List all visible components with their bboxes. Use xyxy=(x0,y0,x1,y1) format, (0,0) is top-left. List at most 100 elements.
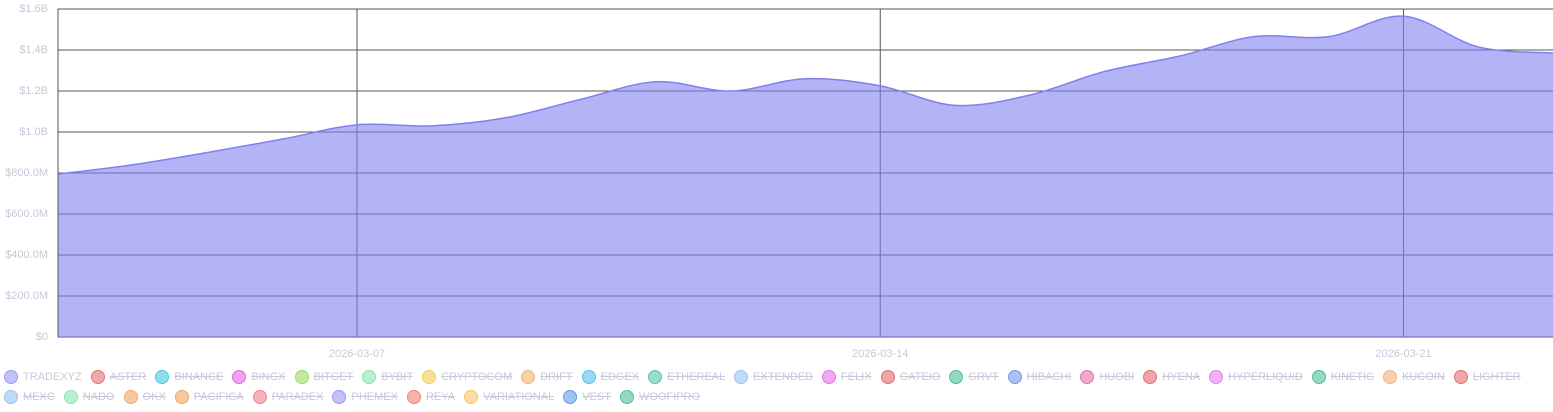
legend-item[interactable]: REYA xyxy=(406,388,456,405)
legend-swatch xyxy=(4,389,18,404)
legend-item[interactable]: OKX xyxy=(123,388,166,405)
legend-swatch xyxy=(63,389,78,404)
legend-swatch xyxy=(123,389,138,404)
legend-item[interactable]: TRADEXYZ xyxy=(4,368,82,385)
legend-label: BYBIT xyxy=(381,370,414,383)
y-tick-label: $400.0M xyxy=(5,249,48,261)
legend-swatch xyxy=(1453,369,1468,384)
legend-swatch xyxy=(294,369,309,384)
legend-swatch xyxy=(406,389,421,404)
legend-item[interactable]: EXTENDED xyxy=(734,368,813,385)
legend-label: VEST xyxy=(582,390,611,403)
legend-label: ETHEREAL xyxy=(667,370,726,383)
x-tick-label: 2026-03-21 xyxy=(1375,348,1431,360)
y-tick-label: $1.6B xyxy=(19,3,48,15)
legend-label: KINETIC xyxy=(1330,370,1375,383)
legend-swatch xyxy=(232,369,247,384)
legend-item[interactable]: BITGET xyxy=(294,368,354,385)
legend-item[interactable]: GATEIO xyxy=(880,368,940,385)
legend-item[interactable]: KUCOIN xyxy=(1383,368,1445,385)
y-tick-label: $800.0M xyxy=(5,167,48,179)
legend-item[interactable]: HYENA xyxy=(1143,368,1200,385)
y-tick-label: $1.2B xyxy=(19,85,48,97)
x-tick-label: 2026-03-14 xyxy=(852,348,908,360)
legend-swatch xyxy=(362,369,377,384)
legend-label: HYPERLIQUID xyxy=(1228,370,1303,383)
y-tick-label: $1.4B xyxy=(19,44,48,56)
legend-swatch xyxy=(949,369,964,384)
legend-label: BINANCE xyxy=(174,370,224,383)
legend-label: WOOFIPRO xyxy=(638,390,701,403)
legend-label: EXTENDED xyxy=(753,370,814,383)
legend-swatch xyxy=(1080,369,1095,384)
legend-item[interactable]: CRYPTOCOM xyxy=(422,368,512,385)
y-tick-label: $600.0M xyxy=(5,208,48,220)
legend-item[interactable]: GRVT xyxy=(949,368,999,385)
legend-item[interactable]: NADO xyxy=(63,388,115,405)
legend-swatch xyxy=(1143,369,1158,384)
legend-item[interactable]: HUOBI xyxy=(1080,368,1134,385)
legend-label: OKX xyxy=(142,390,166,403)
legend-item[interactable]: VARIATIONAL xyxy=(464,388,554,405)
legend-item[interactable]: PACIFICA xyxy=(174,388,244,405)
legend-label: BITGET xyxy=(313,370,354,383)
legend-label: PARADEX xyxy=(271,390,324,403)
legend-swatch xyxy=(563,389,578,404)
legend-label: DRIFT xyxy=(540,370,573,383)
legend-item[interactable]: DRIFT xyxy=(521,368,573,385)
legend-label: FELIX xyxy=(841,370,872,383)
legend-item[interactable]: BINGX xyxy=(232,368,286,385)
legend-label: ASTER xyxy=(109,370,147,383)
legend-swatch xyxy=(174,389,189,404)
legend-swatch xyxy=(90,369,105,384)
legend-item[interactable]: KINETIC xyxy=(1311,368,1375,385)
legend-label: REYA xyxy=(425,390,456,403)
legend-item[interactable]: VEST xyxy=(563,388,611,405)
legend-swatch xyxy=(822,369,837,384)
legend-swatch xyxy=(734,369,749,384)
legend-label: GRVT xyxy=(968,370,999,383)
legend-label: EDGEX xyxy=(600,370,640,383)
legend-swatch xyxy=(880,369,895,384)
legend-label: CRYPTOCOM xyxy=(441,370,513,383)
legend-swatch xyxy=(619,389,634,404)
legend-label: HYENA xyxy=(1162,370,1201,383)
legend-label: LIGHTER xyxy=(1472,370,1521,383)
legend-item[interactable]: HYPERLIQUID xyxy=(1209,368,1303,385)
legend-swatch xyxy=(252,389,267,404)
legend-item[interactable]: PHEMEX xyxy=(332,388,398,405)
legend-label: TRADEXYZ xyxy=(23,370,82,383)
legend-item[interactable]: FELIX xyxy=(822,368,872,385)
area-line xyxy=(57,15,1553,175)
legend-swatch xyxy=(464,389,479,404)
legend-swatch xyxy=(1007,369,1022,384)
legend-swatch xyxy=(648,369,663,384)
legend-item[interactable]: EDGEX xyxy=(581,368,640,385)
legend-swatch xyxy=(581,369,596,384)
legend-swatch xyxy=(4,369,18,384)
legend: TRADEXYZ ASTER BINANCE BINGX BITGET BYBIT CRYP… xyxy=(4,368,1549,405)
legend-swatch xyxy=(1383,369,1398,384)
legend-item[interactable]: MEXC xyxy=(4,388,55,405)
legend-label: NADO xyxy=(82,390,115,403)
legend-swatch xyxy=(332,389,347,404)
legend-label: BINGX xyxy=(251,370,286,383)
legend-item[interactable]: ASTER xyxy=(90,368,147,385)
legend-item[interactable]: BINANCE xyxy=(155,368,223,385)
x-tick-label: 2026-03-07 xyxy=(329,348,385,360)
legend-item[interactable]: ETHEREAL xyxy=(648,368,725,385)
legend-label: PHEMEX xyxy=(351,390,398,403)
legend-item[interactable]: HIBACHI xyxy=(1007,368,1072,385)
chart: $0 $200.0M $400.0M $600.0M $800.0M $1.0B $1.2B… xyxy=(5,3,1553,360)
legend-item[interactable]: PARADEX xyxy=(252,388,324,405)
y-tick-label: $200.0M xyxy=(5,290,48,302)
legend-item[interactable]: WOOFIPRO xyxy=(619,388,701,405)
y-tick-label: $0 xyxy=(36,331,48,343)
legend-item[interactable]: BYBIT xyxy=(362,368,413,385)
legend-swatch xyxy=(1311,369,1326,384)
area xyxy=(58,16,1553,337)
legend-item[interactable]: LIGHTER xyxy=(1453,368,1521,385)
legend-swatch xyxy=(422,369,437,384)
legend-label: HIBACHI xyxy=(1026,370,1072,383)
legend-label: VARIATIONAL xyxy=(483,390,555,403)
